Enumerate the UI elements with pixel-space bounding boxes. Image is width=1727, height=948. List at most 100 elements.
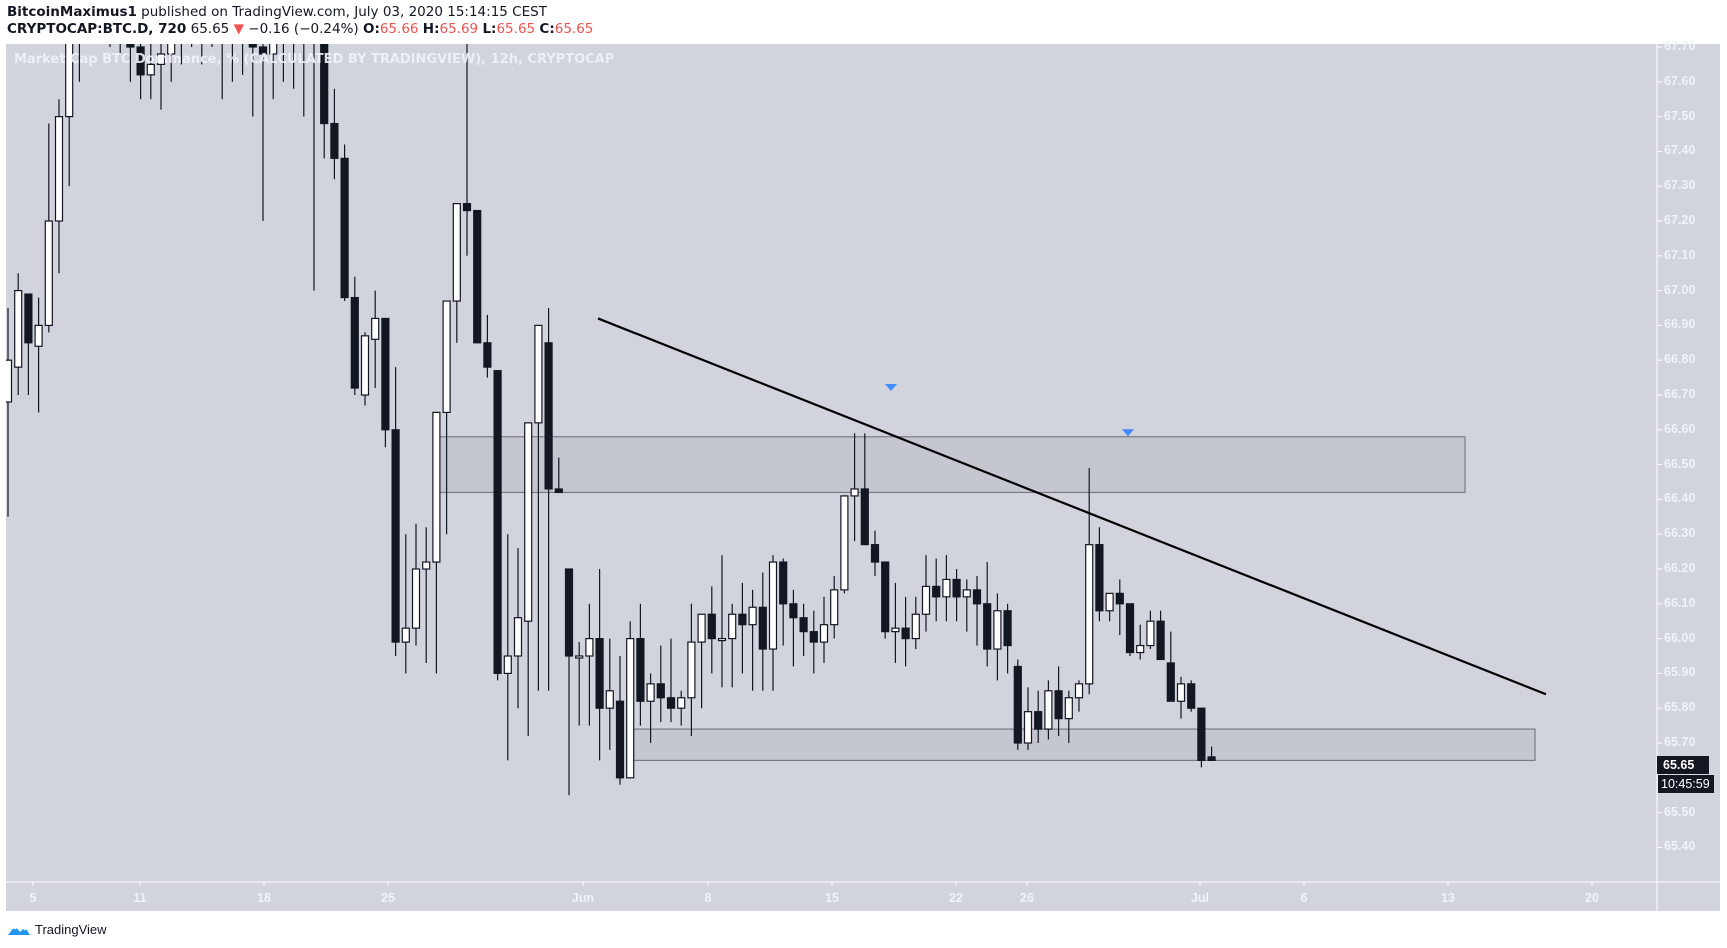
time-axis-label: 15 xyxy=(825,891,839,905)
candle xyxy=(493,370,502,675)
candle xyxy=(840,495,849,591)
candle xyxy=(544,342,553,490)
price-axis-label: 67.20 xyxy=(1664,213,1696,227)
time-axis-label: 22 xyxy=(949,891,963,905)
candle xyxy=(911,613,920,640)
candle xyxy=(126,44,135,48)
candle xyxy=(779,561,788,605)
candle xyxy=(14,290,23,368)
publish-info: BitcoinMaximus1 published on TradingView… xyxy=(7,4,547,20)
series-legend: Market Cap BTC Dominance, % (CALCULATED … xyxy=(14,52,615,67)
candle xyxy=(1156,620,1165,661)
markers xyxy=(885,384,1134,437)
price-axis-label: 67.50 xyxy=(1664,108,1696,123)
candle xyxy=(360,335,370,396)
down-arrow-icon: ▼ xyxy=(233,21,244,37)
last-price: 65.65 xyxy=(190,21,230,37)
candle xyxy=(76,0,83,12)
price-axis-label: 67.10 xyxy=(1664,247,1696,262)
candle xyxy=(1044,690,1053,730)
candle xyxy=(1197,707,1206,762)
price-axis-label: 65.40 xyxy=(1664,839,1696,854)
candle xyxy=(452,203,461,302)
time-axis-label: 8 xyxy=(704,891,712,905)
tradingview-logo-icon xyxy=(8,924,30,935)
candle xyxy=(156,53,166,65)
candle xyxy=(391,429,400,643)
candle xyxy=(483,342,492,368)
candle xyxy=(178,0,185,12)
candle xyxy=(707,613,716,640)
candle xyxy=(636,637,645,702)
candle xyxy=(34,324,43,347)
candle xyxy=(320,44,329,125)
time-axis-label: Jun xyxy=(571,891,595,905)
candle xyxy=(350,296,359,389)
price-axis-label: 67.00 xyxy=(1664,282,1696,297)
candle xyxy=(728,613,737,640)
candle xyxy=(656,683,665,699)
candle xyxy=(229,26,236,40)
candle xyxy=(209,5,216,29)
time-axis-label: 25 xyxy=(381,891,395,905)
down-triangle-marker-icon xyxy=(885,384,897,392)
price-change: −0.16 (−0.24%) xyxy=(248,21,359,37)
candle xyxy=(1125,603,1135,654)
candle xyxy=(605,690,614,709)
candle xyxy=(1166,662,1175,702)
time-axis-ticks xyxy=(32,882,1593,886)
candle xyxy=(1023,711,1033,744)
candle xyxy=(564,568,574,657)
candle xyxy=(758,606,767,650)
candle xyxy=(575,655,584,659)
author-name[interactable]: BitcoinMaximus1 xyxy=(7,4,137,20)
candle xyxy=(44,220,53,327)
trendline[interactable] xyxy=(597,317,1547,696)
candle xyxy=(860,488,869,546)
candle xyxy=(1176,683,1186,702)
candle xyxy=(952,578,961,598)
candle xyxy=(381,317,390,431)
price-axis-label: 67.60 xyxy=(1664,73,1696,88)
candle xyxy=(585,637,594,657)
price-zone[interactable] xyxy=(434,436,1466,494)
price-axis-label: 66.00 xyxy=(1664,630,1696,645)
high-label: H: xyxy=(422,21,440,37)
candle xyxy=(311,30,318,40)
candle xyxy=(146,63,155,76)
tradingview-brand[interactable]: TradingView xyxy=(6,921,107,937)
candle xyxy=(1095,544,1104,612)
candle xyxy=(901,627,910,640)
candle xyxy=(850,488,859,497)
close-label: C: xyxy=(539,21,555,37)
candle xyxy=(401,627,410,643)
candle xyxy=(117,12,124,29)
candle xyxy=(258,46,268,55)
candle xyxy=(972,589,982,605)
candle xyxy=(290,19,297,40)
candle xyxy=(1085,544,1094,685)
price-axis-label: 66.40 xyxy=(1664,491,1696,506)
candle xyxy=(300,19,307,29)
candle xyxy=(198,5,205,19)
candle xyxy=(473,209,482,344)
candle xyxy=(1013,665,1022,744)
candle xyxy=(330,122,339,159)
candle xyxy=(830,589,839,626)
price-axis-label: 65.80 xyxy=(1664,700,1696,715)
candle xyxy=(6,359,13,403)
candle xyxy=(239,26,246,33)
candle xyxy=(54,115,64,222)
candle xyxy=(789,603,798,619)
candle xyxy=(422,561,431,570)
candle xyxy=(371,317,380,340)
candle xyxy=(1034,711,1043,730)
candle xyxy=(697,613,706,643)
descending-trendline[interactable] xyxy=(597,317,1547,696)
price-zone[interactable] xyxy=(628,728,1536,762)
candle xyxy=(870,544,880,563)
price-axis-label: 67.40 xyxy=(1664,143,1696,158)
candle xyxy=(921,585,931,615)
candle xyxy=(809,631,818,643)
